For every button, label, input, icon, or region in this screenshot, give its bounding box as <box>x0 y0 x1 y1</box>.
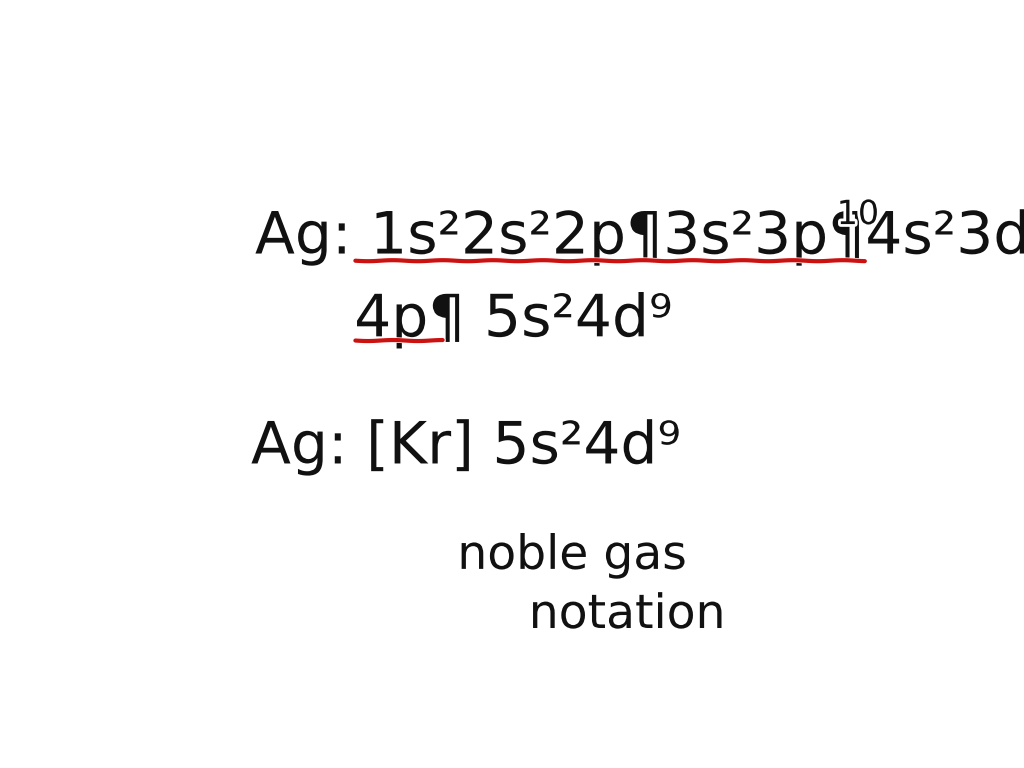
Text: Ag: 1s²2s²2p¶3s²3p¶4s²3d: Ag: 1s²2s²2p¶3s²3p¶4s²3d <box>255 209 1024 266</box>
Text: 4p¶ 5s²4d⁹: 4p¶ 5s²4d⁹ <box>354 291 673 349</box>
Text: Ag: [Kr] 5s²4d⁹: Ag: [Kr] 5s²4d⁹ <box>251 419 681 475</box>
Text: notation: notation <box>528 593 725 638</box>
Text: 10: 10 <box>837 198 880 231</box>
Text: noble gas: noble gas <box>458 534 687 579</box>
